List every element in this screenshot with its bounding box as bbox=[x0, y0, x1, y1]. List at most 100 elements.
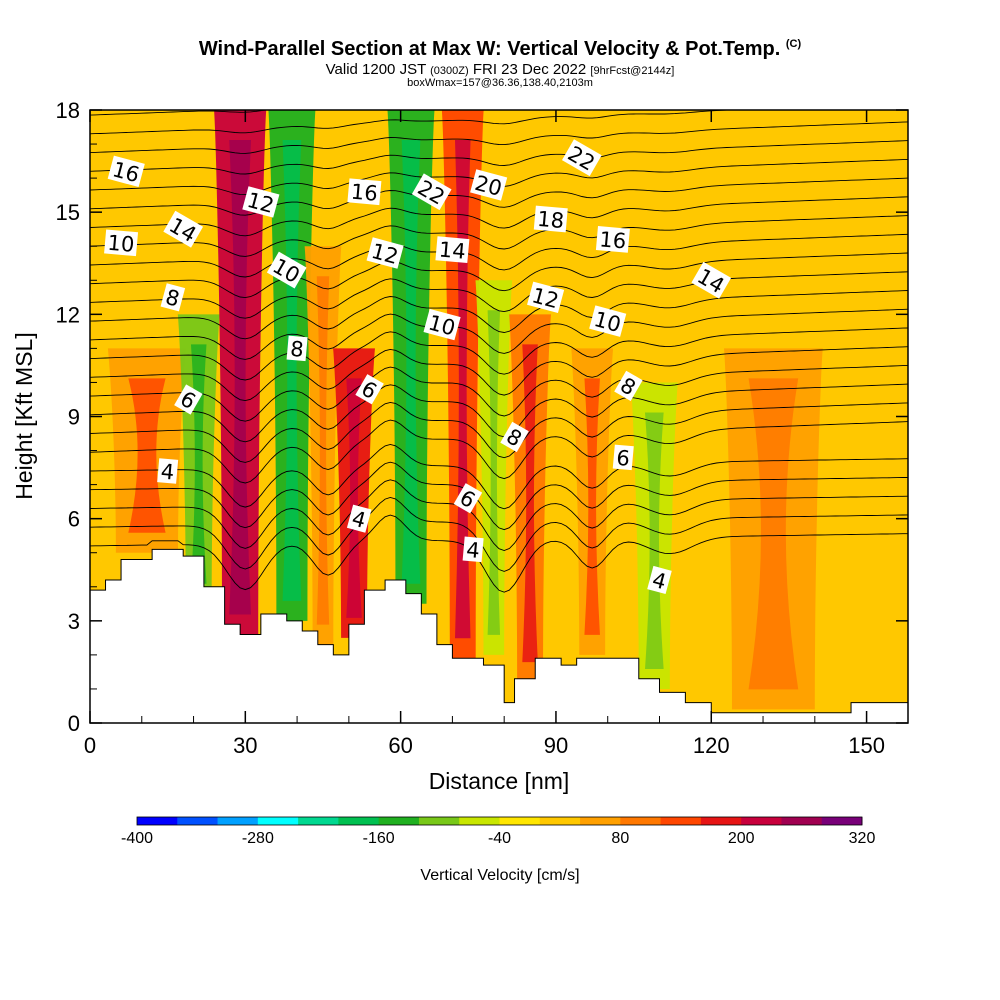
contour-label-text: 8 bbox=[289, 337, 304, 362]
contour-label: 8 bbox=[500, 421, 529, 453]
velocity-core bbox=[748, 378, 799, 690]
valid-time: Valid 1200 JST bbox=[325, 61, 426, 78]
theta-contour bbox=[90, 177, 908, 216]
valid-utc: (0300Z) bbox=[430, 65, 469, 77]
contour-label-box bbox=[242, 186, 280, 218]
contour-label-box bbox=[423, 308, 461, 341]
theta-contour bbox=[90, 140, 908, 175]
x-axis-title: Distance [nm] bbox=[429, 768, 570, 794]
velocity-core bbox=[229, 140, 252, 615]
colorbar-swatch bbox=[217, 817, 259, 825]
x-tick-label: 30 bbox=[233, 733, 257, 758]
colorbar-swatch bbox=[418, 817, 460, 825]
contour-label-box bbox=[163, 210, 204, 248]
theta-contour bbox=[90, 479, 908, 551]
contour-label-box bbox=[470, 169, 508, 201]
theta-contour bbox=[90, 383, 908, 443]
contour-label-text: 4 bbox=[349, 506, 368, 533]
colorbar-tick-label: -160 bbox=[363, 830, 395, 847]
theta-contour bbox=[90, 364, 908, 422]
velocity-core bbox=[584, 378, 600, 635]
velocity-core bbox=[346, 378, 362, 618]
theta-contour bbox=[90, 346, 908, 402]
contour-label-box bbox=[647, 565, 672, 595]
copyright-mark: (C) bbox=[785, 38, 802, 50]
theta-contour bbox=[90, 110, 270, 116]
contour-label-text: 4 bbox=[160, 459, 175, 484]
theta-contour bbox=[90, 461, 908, 531]
y-axis-title: Height [Kft MSL] bbox=[11, 332, 37, 499]
contour-label-box bbox=[346, 504, 372, 533]
theta-contour bbox=[90, 271, 908, 319]
colorbar-tick-label: 80 bbox=[611, 830, 629, 847]
theta-contour bbox=[90, 252, 908, 299]
x-tick-label: 120 bbox=[693, 733, 730, 758]
contour-label-text: 8 bbox=[163, 285, 182, 312]
theta-contour bbox=[90, 514, 908, 593]
contour-label-box bbox=[612, 444, 634, 471]
theta-contour bbox=[90, 215, 908, 257]
colorbar-swatch bbox=[177, 817, 219, 825]
x-tick-label: 0 bbox=[84, 733, 96, 758]
contour-label-box bbox=[174, 384, 203, 415]
theta-contour bbox=[90, 401, 908, 463]
y-tick-label: 9 bbox=[68, 405, 80, 430]
x-tick-label: 60 bbox=[388, 733, 412, 758]
contour-label-box bbox=[435, 236, 470, 263]
contour-label-text: 14 bbox=[438, 238, 467, 264]
colorbar-swatch bbox=[660, 817, 702, 825]
contour-label: 14 bbox=[435, 236, 470, 264]
colorbar-swatch bbox=[700, 817, 742, 825]
contour-label: 4 bbox=[157, 458, 179, 485]
y-tick-label: 18 bbox=[56, 98, 80, 123]
contour-label-box bbox=[107, 155, 145, 188]
contour-labels: 1614108641210846161222141064208181222161… bbox=[104, 139, 732, 595]
colorbar-swatch bbox=[378, 817, 420, 825]
contour-label-box bbox=[266, 251, 307, 289]
contour-label-box bbox=[366, 237, 404, 269]
contour-label: 6 bbox=[174, 384, 203, 415]
colorbar-swatch bbox=[459, 817, 500, 825]
colorbar-swatch bbox=[257, 817, 299, 825]
colorbar-tick-label: -400 bbox=[121, 830, 153, 847]
theta-contour bbox=[90, 308, 908, 360]
theta-contour bbox=[90, 444, 908, 510]
forecast-info: [9hrFcst@2144z] bbox=[590, 65, 675, 77]
contour-label: 10 bbox=[589, 305, 627, 337]
contour-label-box bbox=[614, 370, 643, 401]
contour-label: 8 bbox=[614, 370, 643, 401]
terrain bbox=[90, 548, 908, 723]
colorbar-swatch bbox=[499, 817, 541, 825]
colorbar-tick-label: -40 bbox=[488, 830, 511, 847]
theta-contour bbox=[90, 327, 908, 381]
colorbar-tick-label: 200 bbox=[728, 830, 755, 847]
y-tick-label: 15 bbox=[56, 200, 80, 225]
contour-label: 18 bbox=[533, 205, 568, 233]
contour-label-box bbox=[527, 281, 565, 314]
colorbar-swatch bbox=[821, 817, 863, 825]
contour-label-box bbox=[589, 305, 627, 337]
contour-label: 6 bbox=[355, 374, 384, 405]
velocity-core bbox=[128, 378, 166, 533]
colorbar-swatch bbox=[580, 817, 621, 825]
colorbar-swatch bbox=[338, 817, 380, 825]
contour-label-text: 4 bbox=[465, 538, 480, 563]
contour-label: 6 bbox=[453, 483, 483, 514]
velocity-core bbox=[644, 412, 664, 669]
contour-label-box bbox=[411, 173, 452, 211]
contour-label-text: 18 bbox=[536, 207, 565, 233]
contour-label-box bbox=[595, 226, 630, 253]
y-tick-label: 3 bbox=[68, 609, 80, 634]
contour-label-box bbox=[104, 229, 139, 257]
contour-label: 16 bbox=[347, 178, 382, 206]
contour-label-box bbox=[500, 421, 529, 453]
colorbar-swatch bbox=[539, 817, 581, 825]
theta-contour bbox=[90, 497, 908, 572]
contour-label-box bbox=[691, 261, 732, 299]
colorbar-swatch bbox=[298, 817, 339, 825]
theta-contours bbox=[90, 110, 908, 593]
velocity-core bbox=[454, 140, 471, 639]
chart-subtitle: Valid 1200 JST (0300Z) FRI 23 Dec 2022 [… bbox=[0, 61, 1000, 78]
contour-label: 4 bbox=[647, 565, 672, 595]
